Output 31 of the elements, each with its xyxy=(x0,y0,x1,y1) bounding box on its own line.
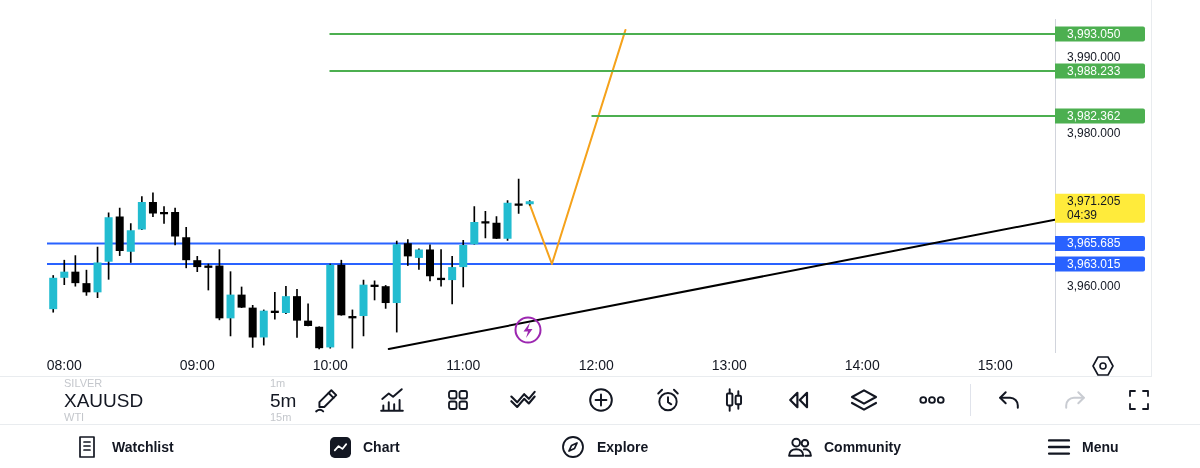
y-tick-label: 3,990.000 xyxy=(1067,49,1121,64)
y-tick-label: 3,960.000 xyxy=(1067,279,1121,294)
x-tick-label: 08:00 xyxy=(46,357,83,374)
text: Watchlist xyxy=(112,439,174,455)
y-tick-label: 3,980.000 xyxy=(1067,126,1121,141)
x-tick-label: 11:00 xyxy=(446,357,481,374)
x-tick-label: 09:00 xyxy=(179,357,215,374)
text: Explore xyxy=(597,439,649,455)
text: 1m xyxy=(270,377,286,389)
text: Chart xyxy=(363,439,400,455)
text: XAUUSD xyxy=(64,390,144,411)
x-tick-label: 15:00 xyxy=(977,357,1013,374)
text: 5m xyxy=(270,390,297,411)
x-tick-label: 12:00 xyxy=(578,357,614,374)
ref-line-label: 3,963.015 xyxy=(1067,256,1121,271)
data-label: 3,988.233 xyxy=(1067,63,1121,78)
data-label: 3,993.050 xyxy=(1067,26,1121,41)
x-tick-label: 13:00 xyxy=(711,357,747,374)
x-tick-label: 14:00 xyxy=(844,357,880,374)
x-tick-label: 10:00 xyxy=(312,357,348,374)
data-label: 3,982.362 xyxy=(1067,108,1121,123)
text: WTI xyxy=(64,411,85,423)
candlestick xyxy=(304,303,313,327)
text: 3,971.205 xyxy=(1067,194,1121,209)
text: Menu xyxy=(1082,439,1119,455)
text: 15m xyxy=(270,411,292,423)
text: SILVER xyxy=(64,377,103,389)
ref-line-label: 3,965.685 xyxy=(1067,236,1121,251)
text: Community xyxy=(824,439,901,455)
candlestick xyxy=(60,259,69,286)
text: 04:39 xyxy=(1067,208,1098,223)
